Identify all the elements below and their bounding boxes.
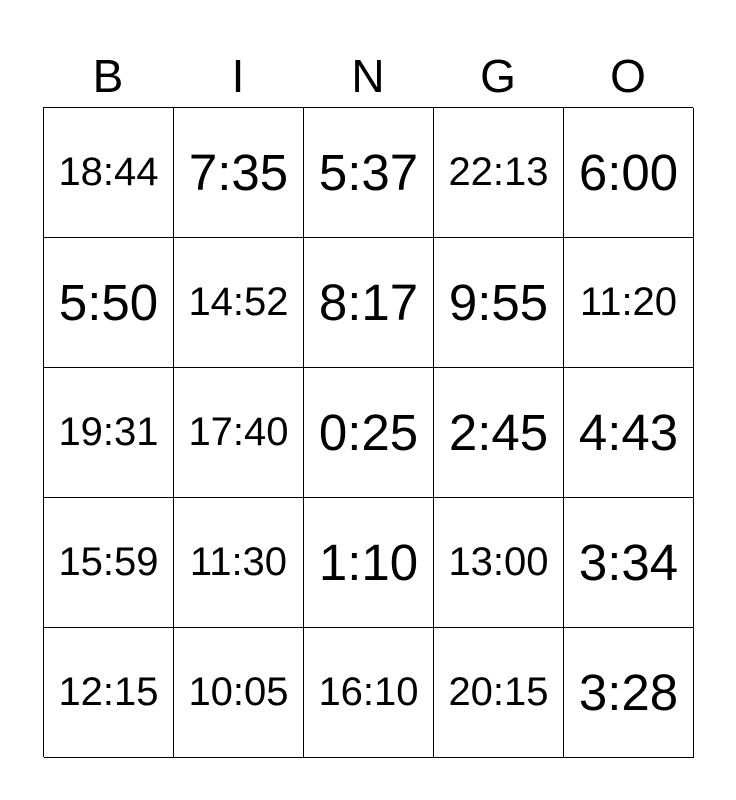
bingo-cell: 13:00 [434, 498, 564, 628]
bingo-cell: 18:44 [44, 108, 174, 238]
bingo-cell: 19:31 [44, 368, 174, 498]
header-letter-n: N [351, 50, 385, 102]
bingo-cell: 15:59 [44, 498, 174, 628]
bingo-cell: 4:43 [564, 368, 694, 498]
bingo-grid: 18:44 7:35 5:37 22:13 6:00 5:50 14:52 8:17 9:55 1… [43, 107, 694, 758]
bingo-cell: 10:05 [174, 628, 304, 758]
header-letter-o: O [610, 50, 646, 102]
header-letter-b: B [92, 50, 124, 102]
bingo-cell: 16:10 [304, 628, 434, 758]
bingo-cell: 6:00 [564, 108, 694, 238]
bingo-cell: 22:13 [434, 108, 564, 238]
bingo-cell: 20:15 [434, 628, 564, 758]
bingo-cell: 2:45 [434, 368, 564, 498]
bingo-cell: 11:20 [564, 238, 694, 368]
bingo-cell: 7:35 [174, 108, 304, 238]
bingo-cell: 3:28 [564, 628, 694, 758]
bingo-header: B I N G O [43, 46, 693, 106]
bingo-cell: 5:50 [44, 238, 174, 368]
bingo-cell: 9:55 [434, 238, 564, 368]
bingo-cell: 1:10 [304, 498, 434, 628]
bingo-cell: 17:40 [174, 368, 304, 498]
header-letter-i: I [231, 50, 245, 102]
bingo-cell: 11:30 [174, 498, 304, 628]
bingo-cell: 8:17 [304, 238, 434, 368]
bingo-cell: 14:52 [174, 238, 304, 368]
bingo-cell: 0:25 [304, 368, 434, 498]
bingo-cell: 12:15 [44, 628, 174, 758]
header-letter-g: G [480, 50, 516, 102]
bingo-cell: 3:34 [564, 498, 694, 628]
bingo-cell: 5:37 [304, 108, 434, 238]
